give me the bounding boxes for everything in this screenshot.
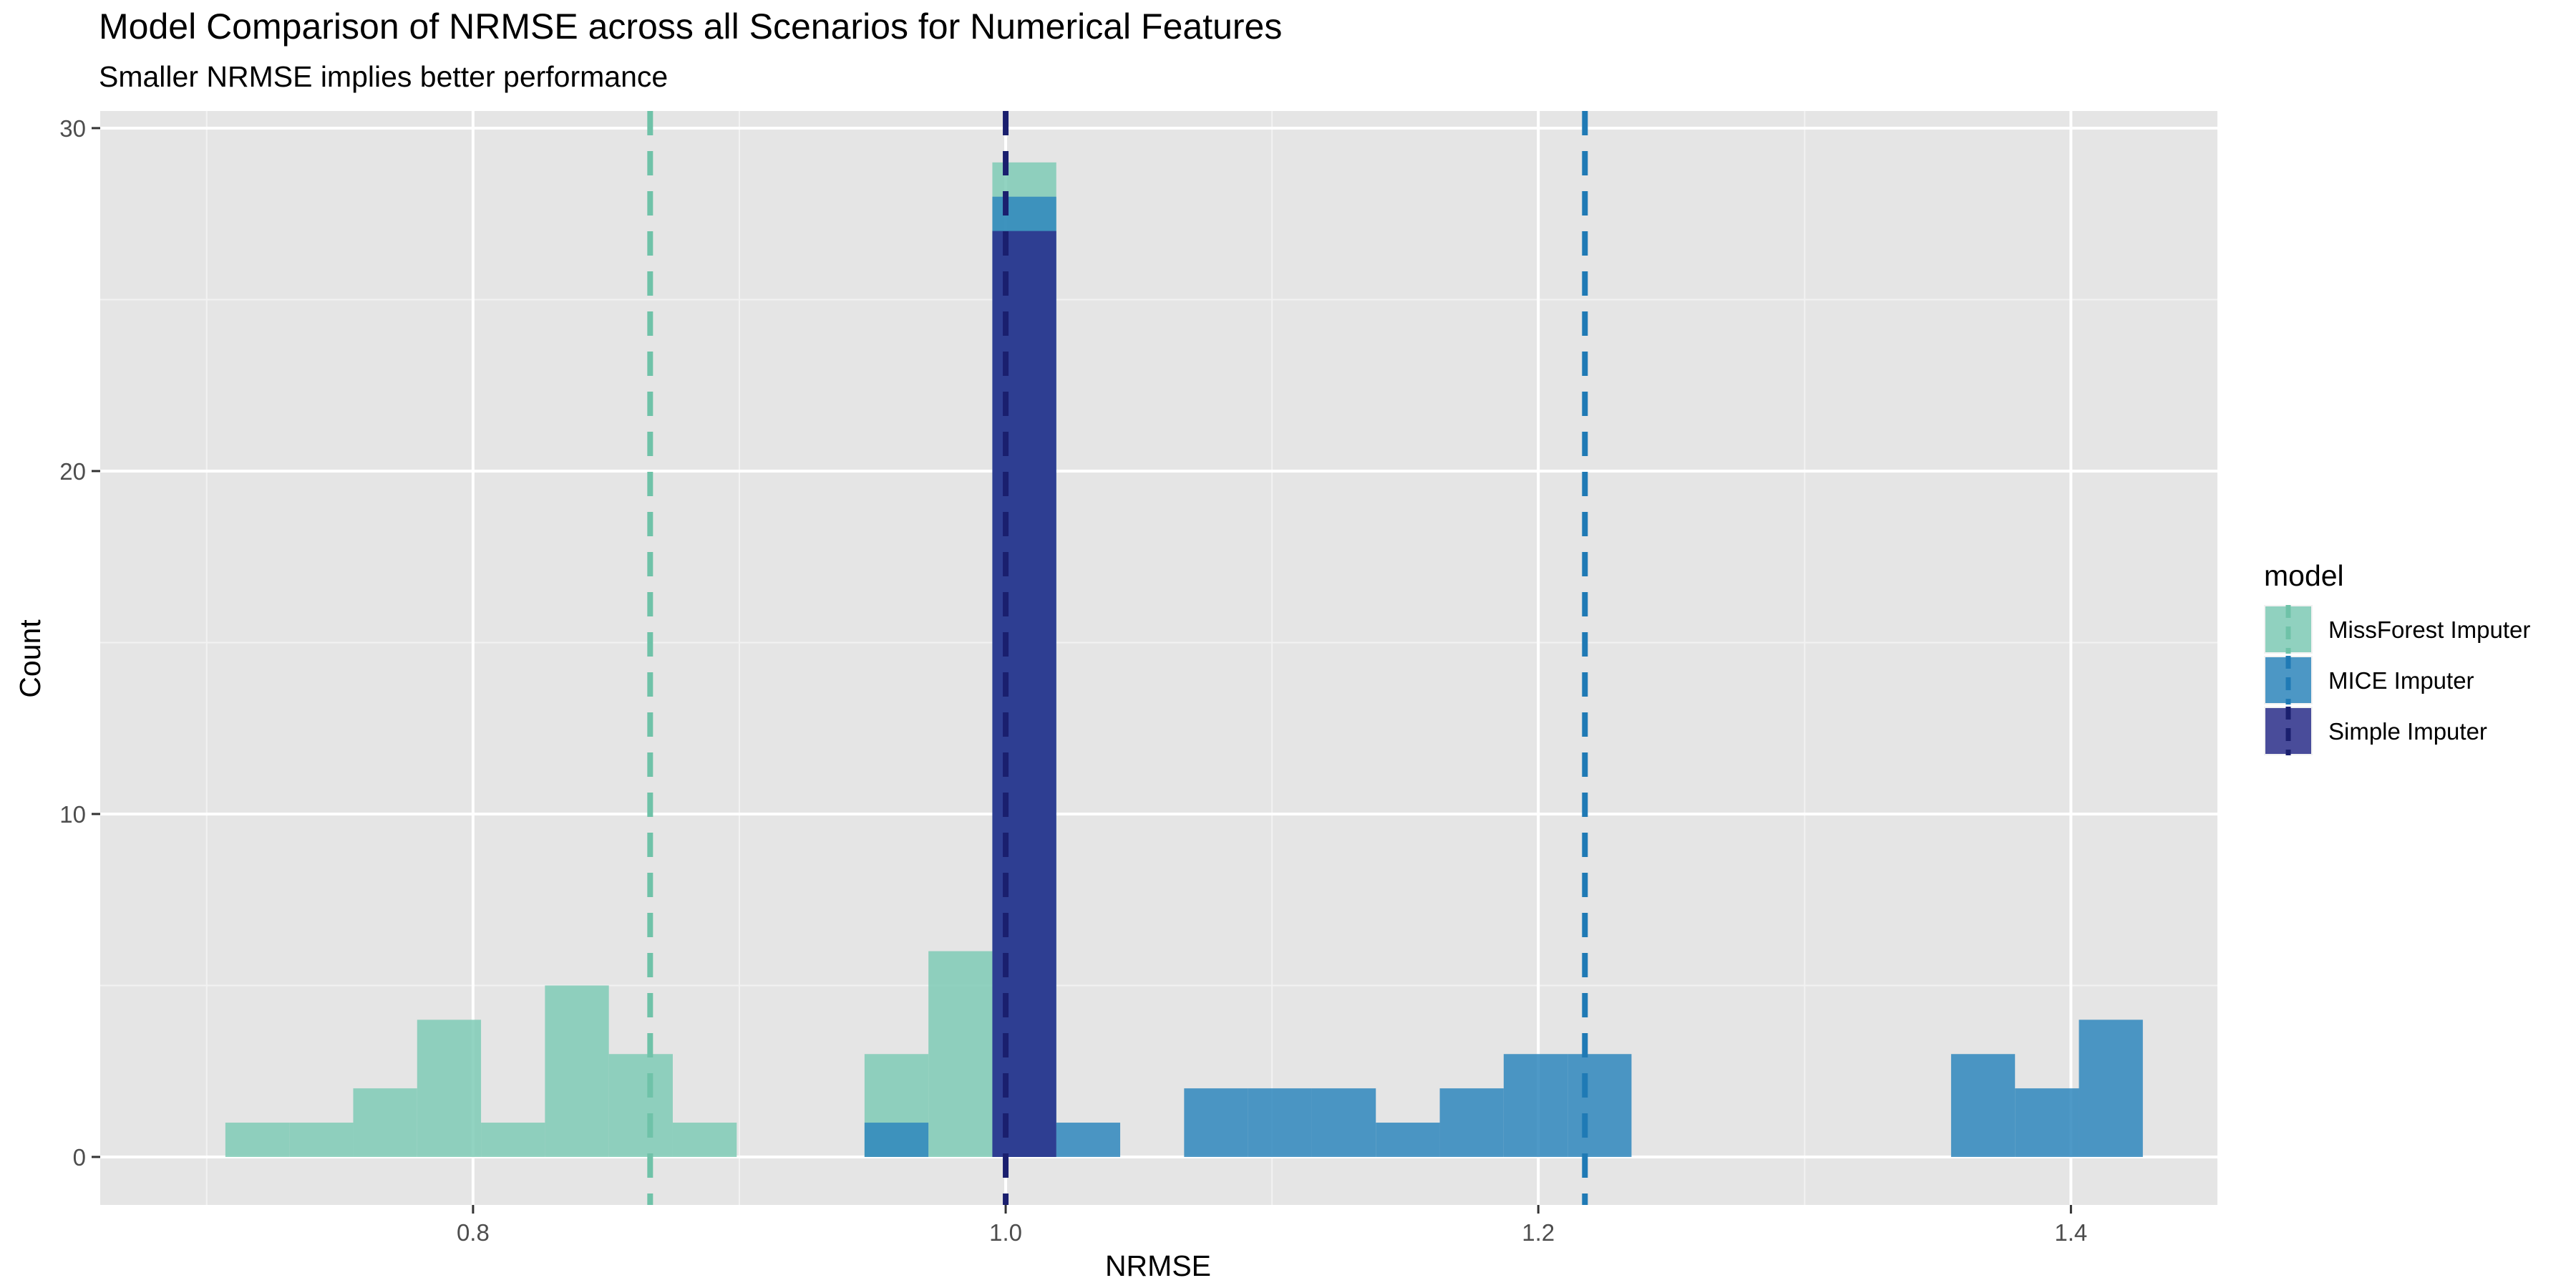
axes: 0.8 1.0 1.2 1.4 0 10 20 30 xyxy=(59,115,2087,1246)
chart-subtitle: Smaller NRMSE implies better performance xyxy=(99,60,669,93)
histogram-bar xyxy=(225,1123,290,1157)
histogram-bar xyxy=(1950,1054,2016,1157)
y-tick-label: 10 xyxy=(59,801,86,828)
x-tick-label: 0.8 xyxy=(457,1219,490,1246)
y-tick-label: 30 xyxy=(59,115,86,142)
legend-label: Simple Imputer xyxy=(2328,718,2487,745)
chart-title: Model Comparison of NRMSE across all Sce… xyxy=(99,6,1283,47)
x-axis-title: NRMSE xyxy=(1105,1249,1211,1282)
histogram-bar xyxy=(928,951,993,1157)
mean-lines xyxy=(647,111,1588,1205)
histogram-bar xyxy=(2015,1088,2079,1157)
histogram-bar xyxy=(1248,1088,1312,1157)
histogram-bar xyxy=(1056,1123,1121,1157)
legend-label: MissForest Imputer xyxy=(2328,616,2530,643)
legend-title: model xyxy=(2264,559,2344,592)
histogram-bar xyxy=(1568,1054,1632,1157)
histogram-bar xyxy=(1503,1054,1568,1157)
histogram-bar xyxy=(1376,1123,1440,1157)
legend: model MissForest Imputer MICE Imputer Simp… xyxy=(2264,559,2530,755)
histogram-bar xyxy=(289,1123,354,1157)
histogram-bar xyxy=(1184,1088,1248,1157)
y-tick-label: 0 xyxy=(73,1144,86,1171)
histogram-bar xyxy=(864,1123,929,1157)
histogram-bar xyxy=(481,1123,545,1157)
histogram-bar xyxy=(2079,1020,2143,1157)
legend-label: MICE Imputer xyxy=(2328,667,2474,694)
y-axis-title: Count xyxy=(14,619,47,698)
x-tick-label: 1.4 xyxy=(2054,1219,2087,1246)
y-tick-label: 20 xyxy=(59,458,86,485)
histogram-bar xyxy=(545,985,609,1157)
histogram-bar xyxy=(672,1123,737,1157)
x-tick-label: 1.2 xyxy=(1522,1219,1555,1246)
histogram-bar xyxy=(992,231,1056,1157)
histogram-bar xyxy=(608,1054,673,1157)
histogram-bar xyxy=(417,1020,482,1157)
x-tick-label: 1.0 xyxy=(989,1219,1022,1246)
histogram-bar xyxy=(1311,1088,1376,1157)
histogram-bar xyxy=(353,1088,417,1157)
histogram-bar xyxy=(1439,1088,1504,1157)
